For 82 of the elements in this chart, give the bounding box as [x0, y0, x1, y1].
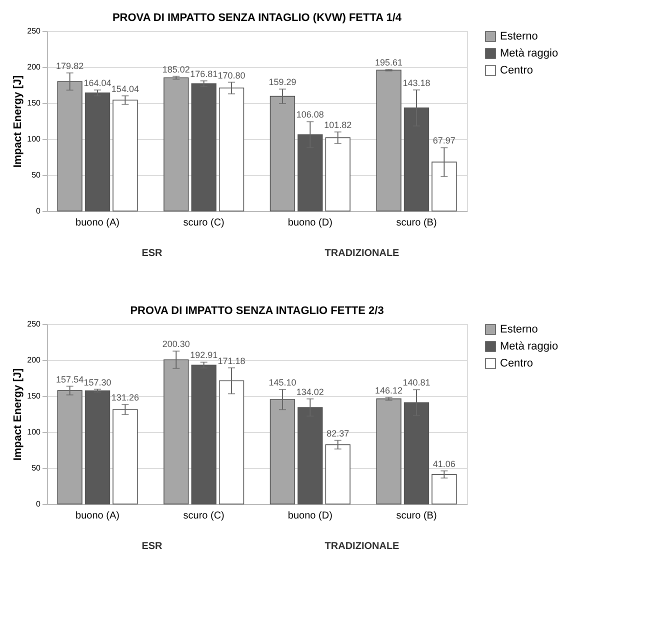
x-tick-label: buono (A) — [76, 510, 120, 522]
bar — [404, 108, 430, 212]
bar — [432, 474, 457, 504]
data-label: 171.18 — [218, 356, 246, 366]
data-label: 200.30 — [162, 339, 190, 350]
y-tick-label: 50 — [32, 170, 42, 180]
data-label: 164.04 — [84, 78, 112, 88]
y-tick-label: 200 — [27, 62, 42, 72]
y-tick-label: 250 — [27, 320, 42, 328]
data-label: 67.97 — [432, 136, 456, 146]
data-label: 140.81 — [402, 378, 430, 388]
chart-title: PROVA DI IMPATTO SENZA INTAGLIO (KVW) FETTA 1/4 — [112, 12, 402, 24]
data-label: 157.30 — [84, 377, 112, 388]
y-axis-title: Impact Energy [J] — [12, 75, 24, 168]
text: TRADIZIONALE — [324, 541, 400, 552]
y-tick-label: 0 — [36, 500, 42, 508]
y-tick-label: 50 — [32, 464, 42, 472]
y-tick-label: 100 — [27, 134, 42, 144]
bar — [432, 162, 457, 212]
data-label: 159.29 — [268, 77, 296, 88]
bar — [84, 92, 110, 212]
legend-label: Esterno — [500, 324, 538, 336]
data-label: 106.08 — [296, 110, 324, 120]
bar — [112, 409, 138, 504]
x-tick-label: scuro (B) — [396, 510, 437, 522]
bar — [325, 137, 350, 212]
bar — [376, 70, 402, 212]
bar — [164, 359, 189, 504]
bar — [164, 77, 189, 212]
x-tick-label: buono (D) — [288, 218, 332, 228]
data-label: 145.10 — [268, 377, 296, 388]
y-tick-label: 100 — [27, 428, 42, 436]
legend-label: Esterno — [500, 30, 538, 42]
chart-title: PROVA DI IMPATTO SENZA INTAGLIO FETTE 2/3 — [130, 305, 384, 317]
y-tick-label: 250 — [27, 26, 42, 36]
text: ESR — [142, 541, 164, 552]
data-label: 157.54 — [56, 374, 84, 384]
x-tick-label: scuro (C) — [183, 218, 224, 228]
legend-label: Metà raggio — [500, 48, 558, 60]
data-label: 154.04 — [111, 84, 139, 94]
legend-label: Metà raggio — [500, 340, 558, 352]
y-axis-title: Impact Energy [J] — [12, 368, 24, 461]
bar — [270, 96, 296, 212]
bar — [376, 398, 402, 504]
data-label: 192.91 — [190, 350, 218, 360]
data-label: 101.82 — [324, 120, 352, 130]
data-label: 176.81 — [190, 68, 218, 79]
bar — [218, 380, 244, 504]
y-tick-label: 0 — [36, 206, 42, 216]
x-tick-label: buono (D) — [288, 510, 332, 522]
data-label: 41.06 — [432, 458, 456, 469]
data-label: 131.26 — [111, 392, 139, 402]
y-tick-label: 150 — [27, 98, 42, 108]
legend-label: Centro — [500, 64, 534, 76]
bar — [191, 364, 216, 504]
text: TRADIZIONALE — [324, 248, 400, 259]
bar — [325, 444, 350, 504]
bar — [298, 407, 323, 504]
data-label: 185.02 — [162, 64, 190, 74]
x-tick-label: buono (A) — [76, 218, 120, 228]
text: ESR — [142, 248, 164, 259]
x-tick-label: scuro (C) — [183, 510, 224, 522]
data-label: 170.80 — [218, 70, 246, 80]
x-tick-label: scuro (B) — [396, 218, 437, 228]
data-label: 134.02 — [296, 386, 324, 397]
bar — [270, 399, 296, 504]
bar — [84, 390, 110, 504]
data-label: 143.18 — [402, 78, 430, 88]
legend-label: Centro — [500, 358, 534, 370]
bar — [57, 390, 82, 504]
bar — [404, 402, 430, 504]
bar — [112, 100, 138, 212]
bar — [57, 81, 82, 212]
data-label: 179.82 — [56, 60, 84, 71]
y-tick-label: 200 — [27, 356, 42, 364]
bar — [191, 83, 216, 212]
data-label: 195.61 — [375, 57, 403, 68]
bar — [298, 134, 323, 212]
data-label: 146.12 — [375, 385, 403, 396]
data-label: 82.37 — [326, 428, 350, 438]
bar — [218, 88, 244, 212]
y-tick-label: 150 — [27, 392, 42, 400]
